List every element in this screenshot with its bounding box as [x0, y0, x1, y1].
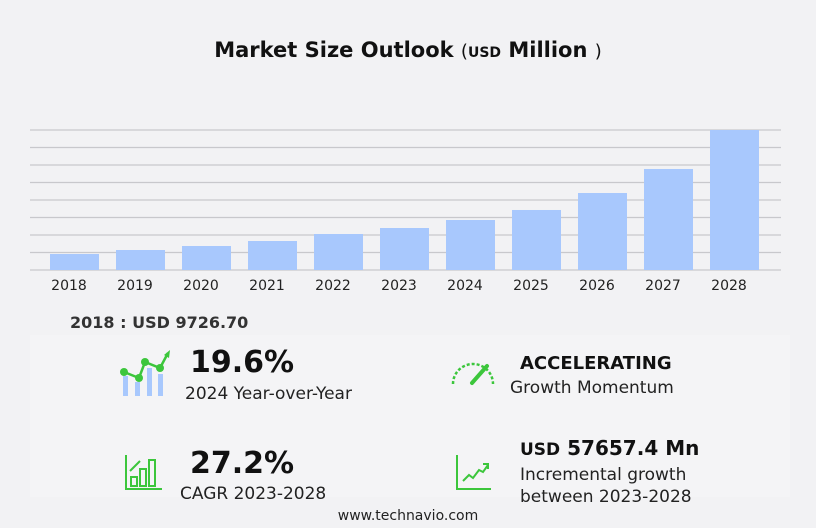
x-tick-label: 2018	[51, 278, 87, 294]
kpi-panel	[30, 335, 790, 497]
bar-2024	[446, 219, 495, 270]
x-tick-label: 2028	[711, 278, 747, 294]
incremental-prefix: USD	[520, 440, 561, 460]
incremental-amount: 57657.4 Mn	[567, 436, 700, 460]
x-tick-label: 2026	[579, 278, 615, 294]
bar-2018	[50, 253, 99, 270]
title-main: Market Size Outlook	[214, 38, 454, 62]
line-chart-up-icon	[456, 455, 491, 490]
x-tick-label: 2024	[447, 278, 483, 294]
momentum-label: Growth Momentum	[510, 378, 674, 398]
bar-2025	[512, 209, 561, 270]
bar-2028	[710, 130, 759, 270]
bar-2021	[248, 240, 297, 270]
x-tick-label: 2020	[183, 278, 219, 294]
x-tick-label: 2025	[513, 278, 549, 294]
bar-2020	[182, 245, 231, 270]
base-year-value: 2018 : USD 9726.70	[70, 313, 249, 332]
title-paren: (	[460, 41, 468, 62]
title-unit: USD	[467, 45, 502, 61]
chart-title: Market Size Outlook (USD Million )	[0, 38, 816, 62]
bar-chart-arrow-icon	[125, 455, 162, 490]
title-paren: )	[594, 41, 602, 62]
bar-2019	[116, 249, 165, 270]
x-tick-label: 2023	[381, 278, 417, 294]
momentum-value: ACCELERATING	[520, 353, 672, 374]
x-tick-label: 2022	[315, 278, 351, 294]
bar-2027	[644, 168, 693, 270]
incremental-label-2: between 2023-2028	[520, 487, 692, 507]
x-tick-label: 2019	[117, 278, 153, 294]
incremental-value: USD 57657.4 Mn	[520, 436, 699, 460]
bar-2026	[578, 193, 627, 270]
yoy-label: 2024 Year-over-Year	[185, 384, 352, 404]
cagr-label: CAGR 2023-2028	[180, 484, 327, 504]
bar-2023	[380, 228, 429, 270]
bar-chart: 2018 2019 2020 2021 2022 2023 2024 2025 2026 2027…	[30, 129, 781, 294]
bar-2022	[314, 234, 363, 270]
yoy-value: 19.6%	[190, 345, 295, 380]
cagr-value: 27.2%	[190, 446, 295, 481]
x-tick-label: 2027	[645, 278, 681, 294]
x-tick-label: 2021	[249, 278, 285, 294]
footer-url[interactable]: www.technavio.com	[337, 508, 479, 524]
speedometer-icon	[451, 362, 495, 385]
bar-line-growth-icon	[120, 350, 170, 396]
incremental-label-1: Incremental growth	[520, 465, 687, 485]
title-unit2: Million	[508, 38, 588, 62]
